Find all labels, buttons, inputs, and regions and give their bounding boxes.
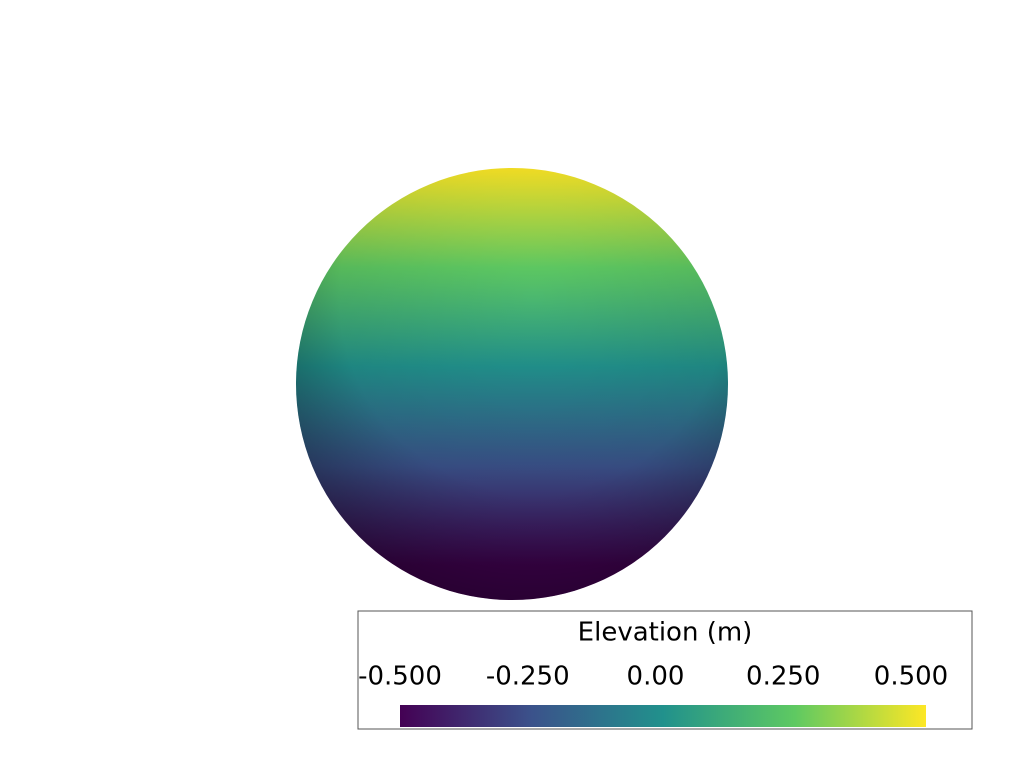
scalar-bar-tick-label: -0.250 [486, 662, 570, 692]
scalar-bar-title: Elevation (m) [578, 618, 753, 648]
scalar-bar-tick-label: 0.500 [874, 662, 948, 692]
scalar-bar-tick-label: 0.250 [746, 662, 820, 692]
scalar-bar [400, 705, 926, 727]
scalar-bar-tick-label: -0.500 [358, 662, 442, 692]
scalar-bar-tick-label: 0.00 [627, 662, 685, 692]
sphere-shading [296, 168, 728, 600]
